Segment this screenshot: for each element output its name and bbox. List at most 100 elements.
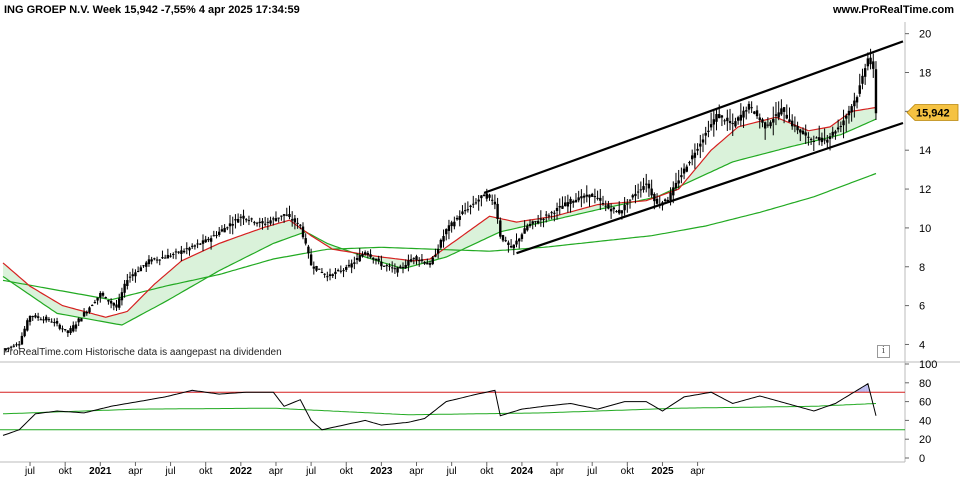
candle-body [261,221,264,224]
candle-body [653,194,656,202]
candle-body [666,199,670,203]
candle-body [369,254,372,258]
candle-body [18,344,21,346]
info-icon[interactable]: i [877,345,890,358]
candle-body [193,245,197,247]
x-tick-label: okt [199,466,213,477]
candle-body [272,218,275,220]
candle-body [839,126,843,128]
candle-body [226,227,229,229]
candle-body [663,199,667,202]
candle-body [290,219,294,221]
candle-body [480,195,483,199]
candle-body [490,199,494,201]
candle-body [872,61,875,69]
price-y-tick-label: 18 [919,68,931,80]
candle-body [863,68,867,77]
candle-body [720,115,724,118]
candle-body [726,117,729,122]
candle-body [707,130,710,132]
candle-body [855,97,859,103]
candle-body [42,319,45,321]
candle-body [442,236,445,242]
candle-body [31,316,34,318]
candle-body [558,206,561,208]
candle-body [823,139,826,141]
candle-body [682,168,686,174]
candle-body [166,254,170,259]
candle-body [842,120,845,126]
candle-body [396,267,399,273]
candle-body [772,119,775,123]
candle-body [204,239,207,243]
candle-body [826,139,829,143]
candle-body [207,238,210,241]
x-tick-label: apr [409,466,424,477]
candle-body [669,192,672,201]
x-tick-label: 2025 [651,466,674,477]
candle-body [542,218,545,220]
candle-body [228,223,232,227]
x-tick-label: apr [269,466,284,477]
candle-body [269,220,272,224]
channel-upper-line [483,40,904,194]
candle-body [734,121,737,127]
rsi-panel: 0 20 40 60 80 100 [0,359,937,465]
candle-body [407,260,410,266]
candle-body [577,197,580,201]
candle-body [34,315,37,318]
candle-body [647,183,651,189]
brand-link[interactable]: www.ProRealTime.com [832,4,954,16]
candle-body [728,120,732,124]
candle-body [277,217,280,219]
candle-body [380,261,383,267]
candles [4,48,878,353]
candle-body [447,225,451,231]
candle-body [126,280,129,286]
candle-body [180,250,183,254]
candle-body [580,196,583,199]
candle-body [463,210,467,212]
candle-body [853,100,856,107]
candle-body [496,203,499,219]
candle-body [85,311,88,314]
candle-body [334,271,337,275]
candle-body [599,197,602,201]
candle-body [158,259,161,261]
candle-body [242,215,245,219]
candle-body [53,322,56,324]
candle-body [612,207,616,210]
price-y-tick-label: 12 [919,184,931,196]
candle-body [582,195,586,198]
candle-body [123,283,126,293]
candle-body [385,265,388,267]
candle-body [312,266,316,269]
candle-body [390,267,394,269]
candle-body [285,214,288,216]
candle-body [593,196,597,198]
candle-body [690,155,694,160]
candle-body [328,274,332,277]
candle-body [631,195,634,198]
candle-body [131,274,134,277]
candle-body [185,248,188,250]
x-tick-label: jul [305,466,316,477]
candle-body [55,321,59,324]
candle-body [23,328,26,337]
rsi-y-tick-label: 60 [919,397,931,409]
x-tick-label: apr [128,466,143,477]
x-tick-label: 2022 [230,466,253,477]
candle-body [845,115,848,119]
candle-body [836,127,840,130]
candle-body [66,330,70,334]
candle-body [96,297,99,301]
candle-body [569,198,572,204]
x-tick-label: okt [58,466,72,477]
candle-body [93,302,97,304]
candle-body [80,318,83,322]
candle-body [866,58,870,67]
candle-body [250,218,253,220]
candle-body [82,312,86,317]
candle-body [482,194,486,197]
